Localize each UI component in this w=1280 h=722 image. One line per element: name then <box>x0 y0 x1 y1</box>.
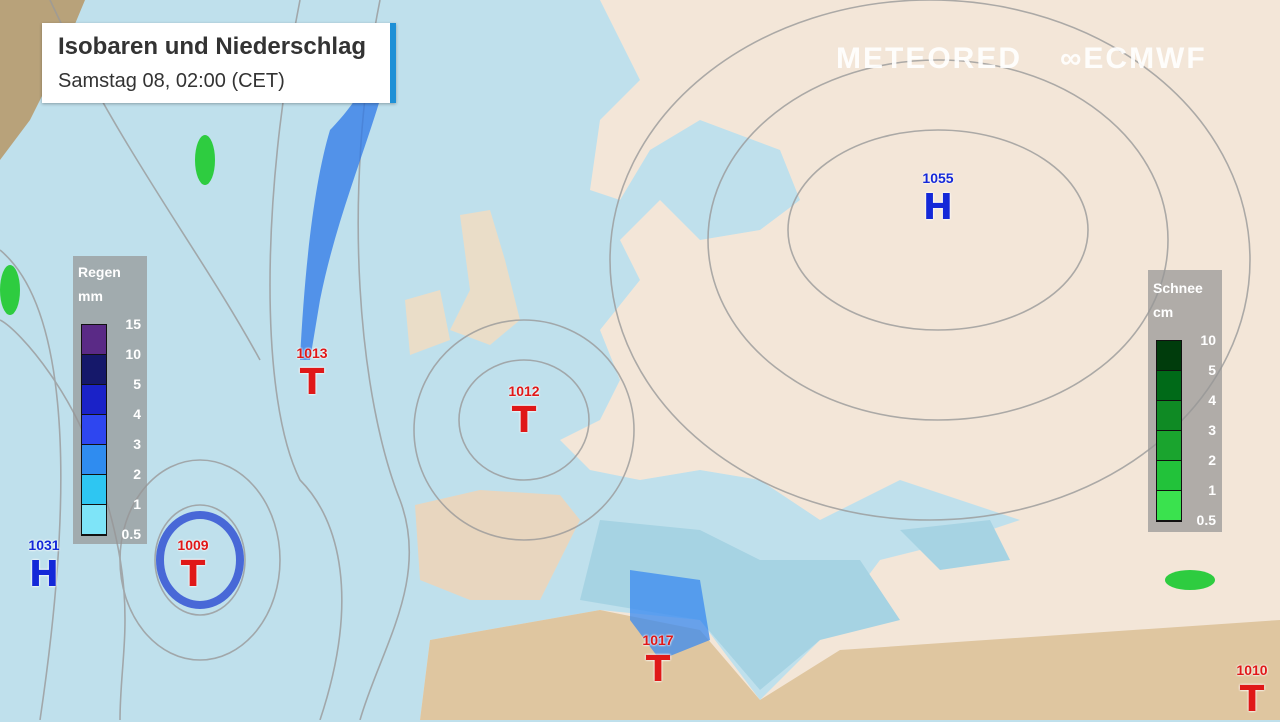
low-pressure-marker: 1013 T <box>282 345 342 405</box>
map-title: Isobaren und Niederschlag <box>58 33 367 60</box>
legend-tick-label: 2 <box>1208 452 1216 468</box>
low-pressure-symbol: T <box>1239 679 1265 720</box>
legend-tick-label: 2 <box>133 466 141 482</box>
snow-scale-step <box>1157 341 1181 371</box>
rain-scale-step <box>82 385 106 415</box>
rain-scale-step <box>82 355 106 385</box>
snow-legend: Schnee cm 10 5 4 3 2 1 0.5 <box>1148 270 1222 532</box>
high-pressure-marker: 1031 H <box>14 537 74 597</box>
legend-tick-label: 0.5 <box>121 526 141 542</box>
ecmwf-symbol-icon: ∞ <box>1060 42 1084 75</box>
title-panel: Isobaren und Niederschlag Samstag 08, 02… <box>42 23 396 103</box>
pressure-value: 1009 <box>177 537 209 553</box>
pressure-value: 1010 <box>1236 662 1268 678</box>
legend-tick-label: 5 <box>1208 362 1216 378</box>
rain-color-scale <box>81 324 107 536</box>
low-pressure-symbol: T <box>180 554 206 595</box>
snow-legend-unit: cm <box>1153 304 1174 320</box>
snow-scale-step <box>1157 371 1181 401</box>
ireland-land <box>405 290 450 355</box>
legend-tick-label: 10 <box>125 346 141 362</box>
legend-tick-label: 4 <box>1208 392 1216 408</box>
rain-scale-step <box>82 325 106 355</box>
snow <box>0 135 1215 590</box>
pressure-value: 1013 <box>296 345 328 361</box>
low-pressure-marker: 1017 T <box>628 632 688 692</box>
high-pressure-symbol: H <box>28 554 60 595</box>
pressure-value: 1017 <box>642 632 674 648</box>
legend-tick-label: 10 <box>1200 332 1216 348</box>
snow-scale-step <box>1157 461 1181 491</box>
legend-tick-label: 4 <box>133 406 141 422</box>
low-pressure-symbol: T <box>645 649 671 690</box>
legend-tick-label: 3 <box>1208 422 1216 438</box>
legend-tick-label: 1 <box>1208 482 1216 498</box>
low-pressure-symbol: T <box>299 362 325 403</box>
low-pressure-marker: 1012 T <box>494 383 554 443</box>
meteored-logo: METEORED <box>836 42 1023 75</box>
snow-scale-step <box>1157 401 1181 431</box>
map-timestamp: Samstag 08, 02:00 (CET) <box>58 70 285 92</box>
rain-scale-step <box>82 505 106 535</box>
snow-scale-step <box>1157 431 1181 461</box>
pressure-value: 1055 <box>922 170 954 186</box>
legend-tick-label: 0.5 <box>1196 512 1216 528</box>
legend-tick-label: 3 <box>133 436 141 452</box>
pressure-value: 1012 <box>508 383 540 399</box>
snow-scale-step <box>1157 491 1181 521</box>
rain-legend: Regen mm 15 10 5 4 3 2 1 0.5 <box>73 256 147 544</box>
rain-scale-step <box>82 475 106 505</box>
europe-land <box>420 0 1280 720</box>
snow-color-scale <box>1156 340 1182 522</box>
pressure-value: 1031 <box>28 537 60 553</box>
high-pressure-marker: 1055 H <box>908 170 968 230</box>
precipitation <box>156 30 710 660</box>
legend-tick-label: 1 <box>133 496 141 512</box>
rain-scale-step <box>82 415 106 445</box>
low-pressure-marker: 1010 T <box>1222 662 1280 722</box>
legend-tick-label: 15 <box>125 316 141 332</box>
ecmwf-logo: ∞ECMWF <box>1060 42 1207 75</box>
britain-land <box>450 210 520 345</box>
rain-scale-step <box>82 445 106 475</box>
legend-tick-label: 5 <box>133 376 141 392</box>
black-sea <box>900 520 1010 570</box>
rain-legend-title: Regen <box>78 264 121 280</box>
africa-land <box>420 610 1280 720</box>
low-pressure-symbol: T <box>511 400 537 441</box>
snow-legend-title: Schnee <box>1153 280 1203 296</box>
high-pressure-symbol: H <box>922 187 954 228</box>
mediterranean-sea <box>580 520 900 690</box>
rain-legend-unit: mm <box>78 288 103 304</box>
low-pressure-marker: 1009 T <box>163 537 223 597</box>
